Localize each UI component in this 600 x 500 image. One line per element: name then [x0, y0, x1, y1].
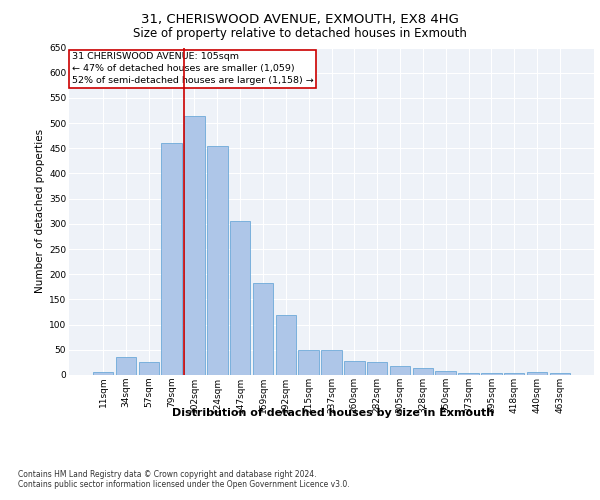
- Bar: [207, 146, 227, 375]
- Bar: [550, 374, 570, 375]
- Bar: [504, 374, 524, 375]
- Bar: [481, 374, 502, 375]
- Bar: [458, 374, 479, 375]
- Text: Distribution of detached houses by size in Exmouth: Distribution of detached houses by size …: [172, 408, 494, 418]
- Bar: [230, 222, 250, 375]
- Y-axis label: Number of detached properties: Number of detached properties: [35, 129, 45, 294]
- Bar: [344, 361, 365, 375]
- Bar: [413, 368, 433, 375]
- Text: Contains HM Land Registry data © Crown copyright and database right 2024.: Contains HM Land Registry data © Crown c…: [18, 470, 317, 479]
- Bar: [253, 283, 273, 375]
- Bar: [116, 358, 136, 375]
- Bar: [275, 314, 296, 375]
- Text: 31 CHERISWOOD AVENUE: 105sqm
← 47% of detached houses are smaller (1,059)
52% of: 31 CHERISWOOD AVENUE: 105sqm ← 47% of de…: [71, 52, 313, 85]
- Bar: [139, 362, 159, 375]
- Text: 31, CHERISWOOD AVENUE, EXMOUTH, EX8 4HG: 31, CHERISWOOD AVENUE, EXMOUTH, EX8 4HG: [141, 12, 459, 26]
- Bar: [298, 350, 319, 375]
- Bar: [527, 372, 547, 375]
- Bar: [184, 116, 205, 375]
- Bar: [390, 366, 410, 375]
- Bar: [321, 350, 342, 375]
- Bar: [93, 372, 113, 375]
- Text: Contains public sector information licensed under the Open Government Licence v3: Contains public sector information licen…: [18, 480, 350, 489]
- Bar: [161, 143, 182, 375]
- Bar: [436, 371, 456, 375]
- Bar: [367, 362, 388, 375]
- Text: Size of property relative to detached houses in Exmouth: Size of property relative to detached ho…: [133, 28, 467, 40]
